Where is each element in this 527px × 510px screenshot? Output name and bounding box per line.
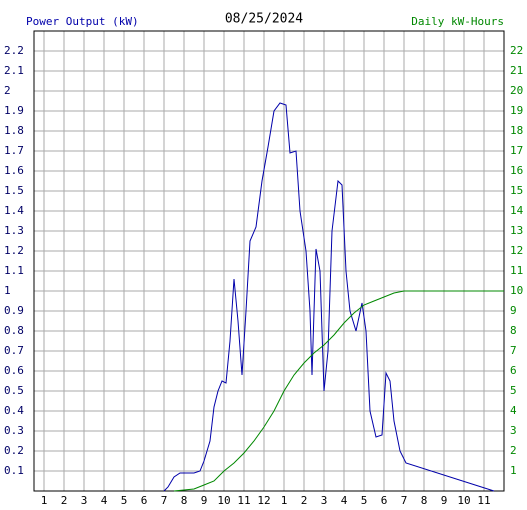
y-tick-label: 1.9	[4, 104, 24, 117]
y2-tick-label: 16	[510, 164, 523, 177]
x-tick-label: 2	[61, 494, 68, 507]
y-tick-label: 0.2	[4, 444, 24, 457]
x-tick-label: 5	[361, 494, 368, 507]
y2-tick-label: 1	[510, 464, 517, 477]
x-tick-label: 8	[181, 494, 188, 507]
y-tick-label: 2.1	[4, 64, 24, 77]
y2-tick-label: 4	[510, 404, 517, 417]
x-tick-label: 10	[457, 494, 470, 507]
y2-tick-label: 11	[510, 264, 523, 277]
x-tick-label: 9	[441, 494, 448, 507]
x-tick-label: 12	[257, 494, 270, 507]
y-tick-label: 2.2	[4, 44, 24, 57]
y-tick-label: 0.1	[4, 464, 24, 477]
x-tick-label: 5	[121, 494, 128, 507]
x-tick-label: 1	[41, 494, 48, 507]
y2-tick-label: 17	[510, 144, 523, 157]
data-line	[163, 102, 495, 492]
x-tick-label: 4	[101, 494, 108, 507]
y2-tick-label: 2	[510, 444, 517, 457]
y2-tick-label: 22	[510, 44, 523, 57]
y-tick-label: 1.7	[4, 144, 24, 157]
y-tick-label: 0.6	[4, 364, 24, 377]
y2-tick-label: 6	[510, 364, 517, 377]
y2-tick-label: 8	[510, 324, 517, 337]
y-tick-label: 1.3	[4, 224, 24, 237]
data-line	[173, 290, 504, 492]
y2-tick-label: 5	[510, 384, 517, 397]
plot-area	[34, 31, 504, 491]
y-tick-label: 0.4	[4, 404, 24, 417]
y-tick-label: 1.4	[4, 204, 24, 217]
x-tick-label: 4	[341, 494, 348, 507]
y-tick-label: 1.1	[4, 264, 24, 277]
y-tick-label: 1.5	[4, 184, 24, 197]
y-axis-label: Power Output (kW)	[26, 15, 139, 28]
y-tick-label: 0.5	[4, 384, 24, 397]
x-tick-label: 2	[301, 494, 308, 507]
y2-tick-label: 21	[510, 64, 523, 77]
chart-title: 08/25/2024	[225, 12, 303, 27]
x-tick-label: 8	[421, 494, 428, 507]
y-tick-label: 0.3	[4, 424, 24, 437]
y2-tick-label: 15	[510, 184, 523, 197]
y2-tick-label: 9	[510, 304, 517, 317]
x-tick-label: 10	[217, 494, 230, 507]
y2-tick-label: 10	[510, 284, 523, 297]
x-tick-label: 3	[321, 494, 328, 507]
y2-tick-label: 18	[510, 124, 523, 137]
y-tick-label: 2	[4, 84, 11, 97]
y-tick-label: 0.8	[4, 324, 24, 337]
y-tick-label: 1.6	[4, 164, 24, 177]
x-tick-label: 1	[281, 494, 288, 507]
x-tick-label: 11	[237, 494, 250, 507]
x-tick-label: 6	[381, 494, 388, 507]
y2-axis-label: Daily kW-Hours	[411, 15, 504, 28]
y2-tick-label: 19	[510, 104, 523, 117]
y-tick-label: 0.9	[4, 304, 24, 317]
x-tick-label: 7	[161, 494, 168, 507]
y2-tick-label: 20	[510, 84, 523, 97]
x-tick-label: 6	[141, 494, 148, 507]
y2-tick-label: 7	[510, 344, 517, 357]
y2-tick-label: 12	[510, 244, 523, 257]
y2-tick-label: 3	[510, 424, 517, 437]
x-tick-label: 9	[201, 494, 208, 507]
y-tick-label: 1.2	[4, 244, 24, 257]
x-tick-label: 7	[401, 494, 408, 507]
plot-border	[33, 30, 505, 492]
y-tick-label: 1.8	[4, 124, 24, 137]
x-tick-label: 3	[81, 494, 88, 507]
y-tick-label: 0.7	[4, 344, 24, 357]
y-tick-label: 1	[4, 284, 11, 297]
x-tick-label: 11	[477, 494, 490, 507]
y2-tick-label: 13	[510, 224, 523, 237]
y2-tick-label: 14	[510, 204, 524, 217]
